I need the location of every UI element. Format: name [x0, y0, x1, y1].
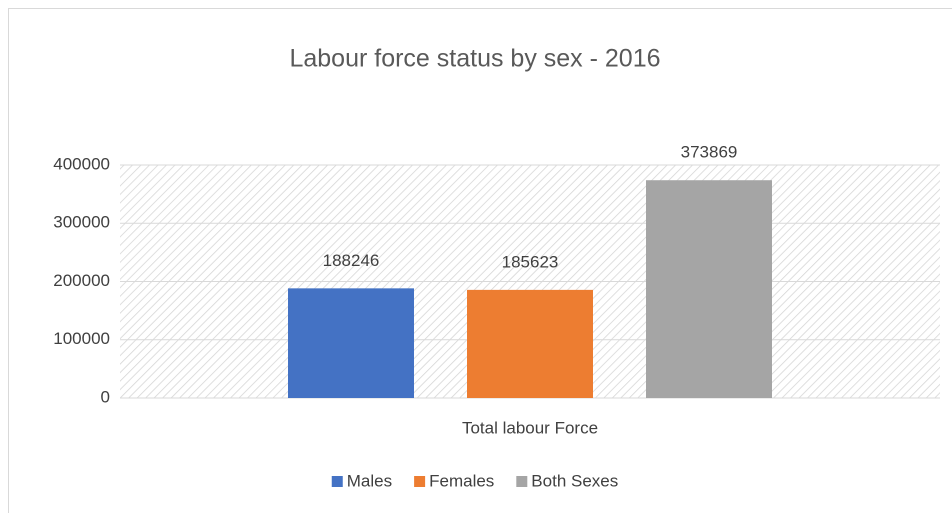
chart-title: Labour force status by sex - 2016	[289, 45, 660, 73]
x-tick-label: Total labour Force	[462, 418, 598, 437]
legend-label: Males	[347, 471, 392, 490]
bar	[467, 289, 593, 398]
bar	[288, 288, 414, 398]
y-tick-label: 300000	[53, 213, 110, 232]
legend-swatch	[516, 476, 528, 487]
data-label: 188246	[323, 251, 380, 270]
data-label: 185623	[502, 252, 559, 271]
legend-label: Both Sexes	[531, 471, 618, 490]
legend-swatch	[414, 476, 426, 487]
legend-swatch	[331, 476, 343, 487]
data-label: 373869	[681, 143, 738, 162]
y-tick-label: 400000	[53, 154, 110, 173]
y-tick-label: 0	[101, 387, 110, 406]
y-tick-label: 200000	[53, 271, 110, 290]
y-tick-label: 100000	[53, 329, 110, 348]
bar	[646, 180, 772, 398]
legend-label: Females	[429, 471, 494, 490]
